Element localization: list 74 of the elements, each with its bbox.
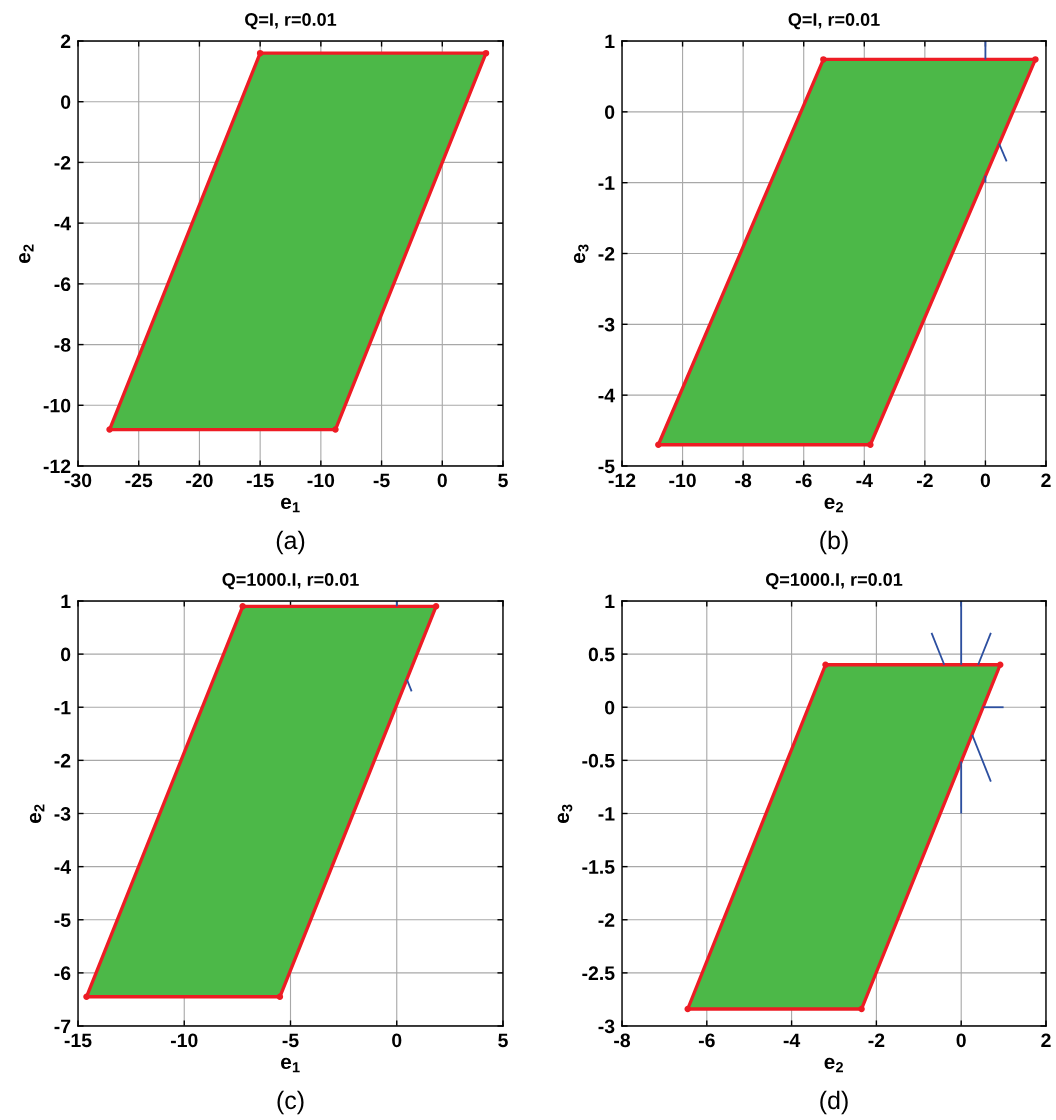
x-axis-title: e$_{2}$: [824, 497, 843, 513]
x-tick-label: -15: [64, 1033, 92, 1048]
y-tick-label: -5: [54, 913, 71, 927]
x-tick-label: -15: [246, 473, 274, 488]
y-tick-label: -0.5: [582, 753, 615, 768]
y-tick-label: -4: [598, 388, 615, 403]
y-tick-label: 2: [60, 34, 71, 49]
y-tick-label: -1: [598, 176, 615, 190]
x-tick-label: -6: [698, 1033, 715, 1048]
x-tick-label: 5: [498, 473, 508, 488]
x-tick-label: 0: [392, 1033, 402, 1048]
y-tick-label: -12: [43, 459, 71, 474]
y-tick-label: 0: [61, 647, 71, 662]
y-tick-label: -2: [54, 155, 71, 170]
x-tick-label: 0: [437, 473, 447, 488]
x-tick-label: -6: [795, 473, 812, 488]
x-axis-title: e$_{1}$: [281, 497, 300, 513]
y-axis-title: e$_{3}$: [573, 244, 589, 263]
y-tick-label: -2: [598, 913, 615, 927]
y-tick-label: 0.5: [588, 647, 615, 662]
y-tick-label: 0: [605, 105, 615, 120]
x-tick-label: -10: [170, 1033, 198, 1048]
x-tick-label: -20: [186, 473, 213, 488]
x-axis-title: e$_{1}$: [281, 1057, 300, 1073]
y-tick-label: -3: [598, 317, 615, 332]
x-tick-label: -30: [64, 473, 92, 488]
y-axis-title: e$_{2}$: [19, 244, 34, 263]
x-tick-label: -8: [735, 473, 752, 488]
chart-title: Q=1000.I, r=0.01: [222, 573, 359, 590]
y-tick-label: -3: [54, 806, 71, 821]
x-tick-label: -25: [125, 473, 153, 488]
y-tick-label: -2.5: [582, 966, 615, 981]
y-tick-label: -1: [54, 700, 71, 715]
y-tick-label: -2: [598, 246, 615, 261]
y-tick-label: -4: [54, 860, 71, 874]
y-tick-label: -1: [598, 807, 615, 821]
x-tick-label: 5: [498, 1033, 508, 1048]
x-tick-label: 2: [1041, 473, 1051, 488]
y-tick-label: -8: [54, 338, 71, 352]
x-tick-label: -4: [856, 473, 873, 488]
x-tick-label: -5: [373, 473, 390, 488]
y-axis-title: e$_{2}$: [29, 804, 45, 823]
chart-title: Q=1000.I, r=0.01: [765, 573, 903, 590]
y-tick-label: -4: [54, 216, 71, 231]
y-tick-label: -6: [54, 277, 71, 292]
x-tick-label: -5: [282, 1033, 299, 1048]
y-tick-label: 1: [61, 594, 71, 609]
y-tick-label: 1: [605, 594, 615, 609]
text: (c): [277, 1090, 304, 1115]
x-tick-label: 0: [980, 473, 991, 488]
text: (d): [820, 1090, 848, 1115]
x-tick-label: 2: [1041, 1033, 1051, 1048]
text: (a): [276, 530, 305, 555]
x-tick-label: -4: [783, 1033, 801, 1048]
chart-title: Q=I, r=0.01: [788, 13, 880, 30]
x-axis-title: e$_{2}$: [824, 1057, 843, 1073]
y-tick-label: -7: [54, 1019, 71, 1034]
x-tick-label: 0: [956, 1033, 966, 1048]
y-tick-label: -3: [598, 1019, 615, 1034]
chart-title: Q=I, r=0.01: [245, 13, 337, 30]
x-tick-label: -2: [868, 1033, 885, 1048]
x-tick-label: -2: [916, 473, 933, 488]
y-tick-label: -2: [54, 753, 71, 768]
y-axis-title: e$_{3}$: [557, 804, 573, 823]
y-tick-label: -10: [43, 398, 71, 413]
y-tick-label: -5: [598, 459, 615, 474]
text: (b): [820, 530, 848, 555]
x-tick-label: -10: [307, 473, 335, 488]
x-tick-label: -10: [669, 473, 696, 488]
y-tick-label: 1: [605, 34, 615, 49]
y-tick-label: -6: [54, 966, 71, 981]
y-tick-label: 0: [605, 700, 615, 715]
y-tick-label: 0: [61, 95, 71, 109]
y-tick-label: -1.5: [582, 860, 615, 874]
